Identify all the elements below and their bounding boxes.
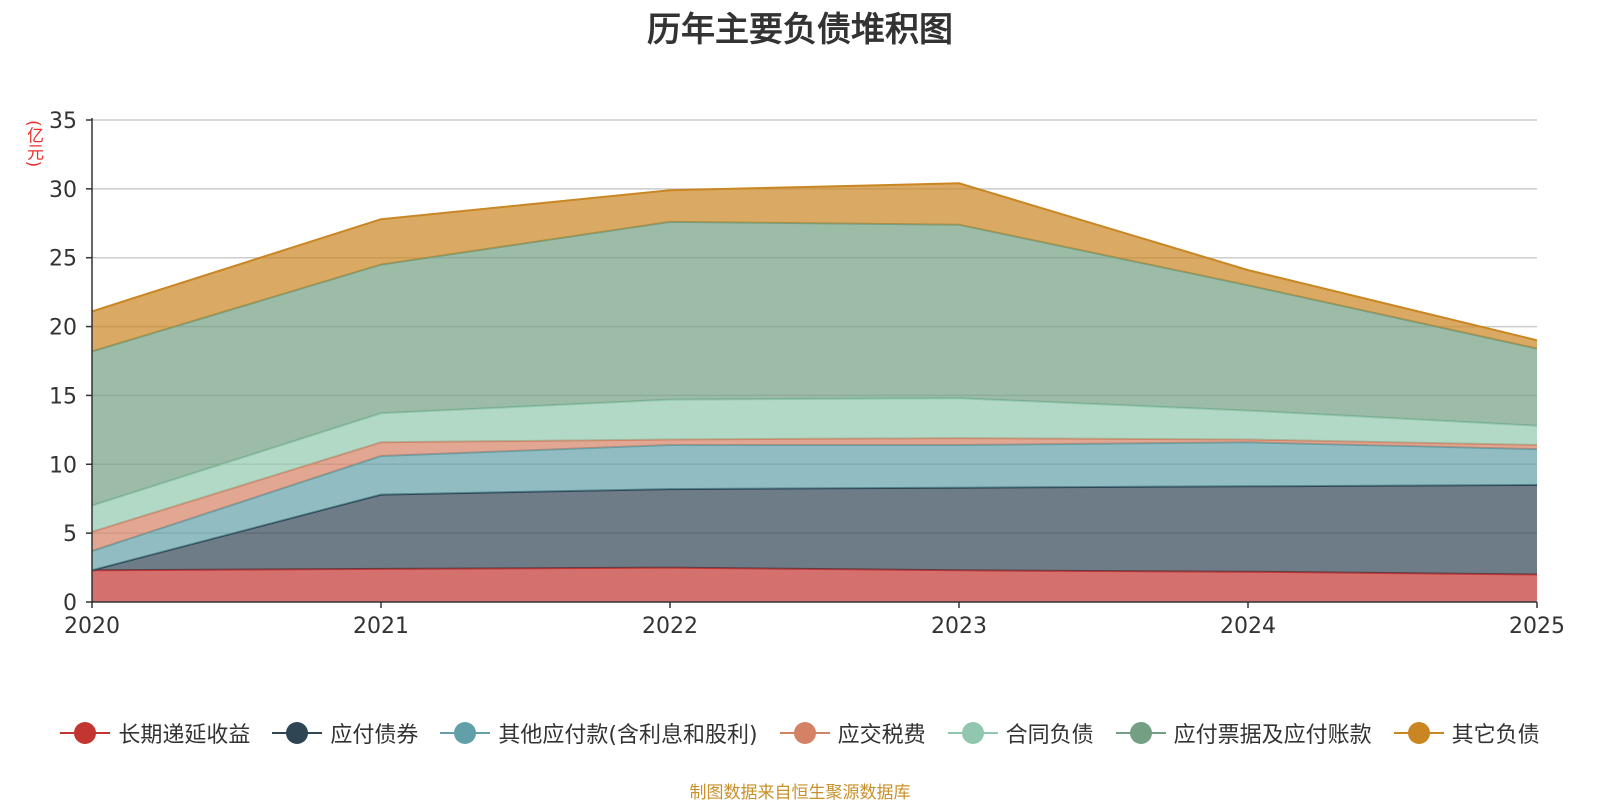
chart-title: 历年主要负债堆积图 bbox=[647, 10, 953, 50]
legend-swatch-icon bbox=[440, 722, 491, 744]
legend-label: 合同负债 bbox=[1005, 723, 1094, 748]
x-tick-label: 2022 bbox=[642, 614, 698, 639]
legend-item[interactable]: 合同负债 bbox=[947, 717, 1094, 749]
area-series-0 bbox=[92, 567, 1537, 602]
area-series-2 bbox=[92, 442, 1537, 571]
legend-item[interactable]: 其它负债 bbox=[1393, 717, 1540, 749]
legend-swatch-dot bbox=[1129, 722, 1152, 744]
legend-item[interactable]: 其他应付款(含利息和股利) bbox=[440, 717, 758, 749]
area-series-6 bbox=[92, 183, 1537, 352]
series-line-6 bbox=[91, 182, 1538, 342]
legend-swatch-icon bbox=[1115, 722, 1166, 744]
legend-swatch-icon bbox=[947, 722, 998, 744]
legend-swatch-icon bbox=[1393, 722, 1444, 744]
x-tick-label: 2023 bbox=[931, 614, 987, 639]
legend-swatch-dot bbox=[74, 722, 97, 744]
y-tick-label: 10 bbox=[49, 453, 77, 478]
legend-label: 应付票据及应付账款 bbox=[1173, 723, 1372, 748]
legend-label: 应交税费 bbox=[837, 723, 926, 748]
legend-label: 其他应付款(含利息和股利) bbox=[498, 723, 758, 748]
legend-swatch-dot bbox=[286, 722, 309, 744]
y-tick-label: 25 bbox=[49, 247, 77, 272]
area-series-4 bbox=[92, 398, 1537, 532]
legend-swatch-dot bbox=[1407, 722, 1430, 744]
y-axis-unit-label: (亿元) bbox=[23, 120, 43, 168]
series-line-0 bbox=[91, 566, 1538, 576]
legend-label: 长期递延收益 bbox=[118, 723, 251, 748]
legend-label: 应付债券 bbox=[330, 723, 419, 748]
legend-swatch-icon bbox=[60, 722, 111, 744]
legend-swatch-icon bbox=[779, 722, 830, 744]
y-tick-label: 35 bbox=[49, 109, 77, 134]
series-line-5 bbox=[91, 220, 1538, 353]
y-tick-label: 15 bbox=[49, 384, 77, 409]
legend-swatch-dot bbox=[961, 722, 984, 744]
y-tick-label: 0 bbox=[63, 591, 77, 616]
legend-item[interactable]: 应交税费 bbox=[779, 717, 926, 749]
x-tick-label: 2021 bbox=[353, 614, 409, 639]
x-tick-label: 2025 bbox=[1509, 614, 1565, 639]
area-series bbox=[91, 182, 1538, 602]
y-tick-label: 5 bbox=[63, 522, 77, 547]
y-tick-label: 20 bbox=[49, 316, 77, 341]
legend-swatch-dot bbox=[793, 722, 816, 744]
legend-label: 其它负债 bbox=[1451, 723, 1540, 748]
x-tick-label: 2020 bbox=[64, 614, 120, 639]
x-tick-label: 2024 bbox=[1220, 614, 1276, 639]
source-note: 制图数据来自恒生聚源数据库 bbox=[689, 783, 911, 803]
legend-swatch-icon bbox=[272, 722, 323, 744]
area-series-5 bbox=[92, 221, 1537, 506]
legend-swatch-dot bbox=[454, 722, 477, 744]
y-tick-label: 30 bbox=[49, 178, 77, 203]
legend-item[interactable]: 长期递延收益 bbox=[60, 717, 250, 749]
legend: 长期递延收益 应付债券 其他应付款(含利息和股利) 应交税费 合同负债 应付票据及应付账款… bbox=[0, 717, 1600, 749]
legend-item[interactable]: 应付债券 bbox=[272, 717, 418, 749]
legend-item[interactable]: 应付票据及应付账款 bbox=[1115, 717, 1372, 749]
area-series-1 bbox=[92, 484, 1537, 575]
